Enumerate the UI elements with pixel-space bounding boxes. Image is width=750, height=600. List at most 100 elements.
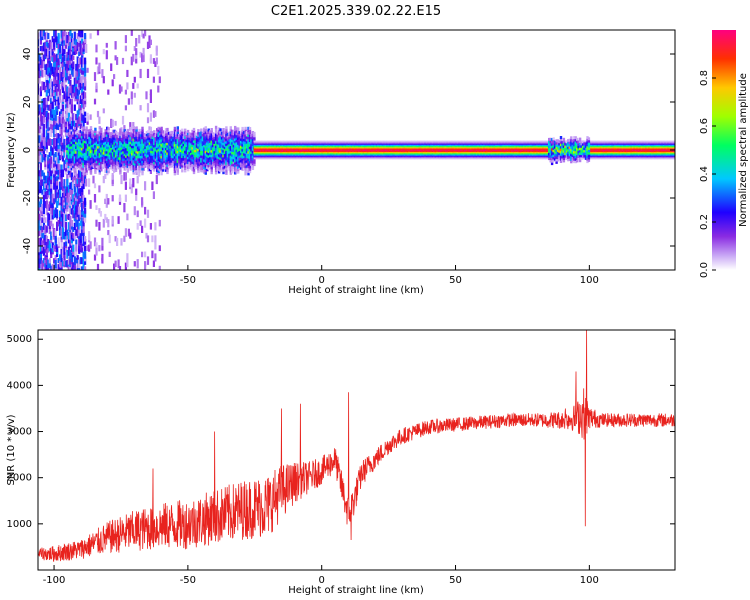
heatmap-cell bbox=[54, 113, 57, 121]
heatmap-cell bbox=[308, 152, 311, 155]
heatmap-cell bbox=[76, 88, 79, 96]
heatmap-cell bbox=[302, 149, 305, 151]
heatmap-cell bbox=[63, 69, 66, 78]
heatmap-cell bbox=[151, 150, 154, 154]
heatmap-cell bbox=[253, 139, 256, 143]
heatmap-cell bbox=[296, 140, 299, 143]
heatmap-cell bbox=[235, 165, 238, 169]
heatmap-cell bbox=[179, 132, 182, 136]
heatmap-cell bbox=[86, 245, 89, 251]
heatmap-cell bbox=[72, 84, 75, 94]
heatmap-cell bbox=[86, 138, 90, 142]
heatmap-cell bbox=[225, 128, 228, 132]
heatmap-cell bbox=[154, 111, 157, 117]
heatmap-cell bbox=[85, 140, 88, 144]
heatmap-cell bbox=[197, 155, 200, 159]
heatmap-cell bbox=[362, 147, 365, 150]
heatmap-cell bbox=[50, 128, 53, 137]
heatmap-cell bbox=[366, 145, 370, 148]
heatmap-cell bbox=[356, 146, 359, 149]
heatmap-cell bbox=[225, 164, 228, 168]
heatmap-cell bbox=[290, 157, 293, 160]
heatmap-cell bbox=[225, 162, 228, 166]
heatmap-cell bbox=[198, 163, 202, 167]
heatmap-cell bbox=[176, 126, 179, 130]
heatmap-cell bbox=[82, 160, 85, 164]
heatmap-cell bbox=[113, 132, 116, 136]
heatmap-cell bbox=[131, 157, 134, 161]
heatmap-cell bbox=[111, 148, 115, 152]
heatmap-cell bbox=[169, 162, 172, 166]
heatmap-cell bbox=[381, 143, 385, 145]
heatmap-cell bbox=[213, 157, 216, 161]
heatmap-cell bbox=[251, 135, 255, 139]
heatmap-cell bbox=[156, 164, 159, 168]
heatmap-cell bbox=[220, 143, 224, 147]
heatmap-cell bbox=[315, 155, 318, 157]
heatmap-cell bbox=[85, 162, 88, 166]
heatmap-cell bbox=[64, 212, 68, 222]
heatmap-cell bbox=[81, 135, 84, 139]
heatmap-cell bbox=[244, 129, 247, 133]
heatmap-cell bbox=[290, 146, 293, 149]
heatmap-cell bbox=[262, 153, 265, 156]
heatmap-cell bbox=[86, 67, 89, 73]
heatmap-cell bbox=[286, 144, 289, 147]
heatmap-cell bbox=[126, 138, 129, 142]
heatmap-cell bbox=[214, 159, 218, 163]
heatmap-cell bbox=[173, 138, 177, 142]
heatmap-cell bbox=[265, 140, 268, 143]
heatmap-cell bbox=[259, 143, 262, 145]
heatmap-cell bbox=[114, 149, 118, 153]
heatmap-cell bbox=[99, 211, 102, 217]
heatmap-cell bbox=[150, 159, 153, 163]
heatmap-cell bbox=[244, 143, 247, 147]
heatmap-cell bbox=[353, 153, 357, 156]
heatmap-cell bbox=[213, 165, 216, 168]
heatmap-cell bbox=[274, 141, 277, 144]
heatmap-cell bbox=[212, 137, 215, 141]
heatmap-cell bbox=[164, 130, 168, 134]
heatmap-cell bbox=[176, 169, 179, 173]
heatmap-cell bbox=[70, 33, 73, 39]
heatmap-cell bbox=[83, 157, 87, 160]
heatmap-cell bbox=[60, 123, 63, 130]
heatmap-cell bbox=[343, 151, 346, 154]
heatmap-cell bbox=[45, 111, 48, 118]
heatmap-cell bbox=[223, 163, 227, 166]
heatmap-cell bbox=[350, 143, 354, 145]
heatmap-cell bbox=[47, 104, 50, 111]
heatmap-cell bbox=[229, 155, 232, 158]
heatmap-cell bbox=[350, 146, 354, 149]
heatmap-cell bbox=[263, 149, 267, 151]
heatmap-cell bbox=[272, 147, 276, 150]
heatmap-cell bbox=[107, 148, 110, 152]
heatmap-cell bbox=[185, 153, 188, 157]
heatmap-cell bbox=[124, 262, 127, 270]
heatmap-cell bbox=[66, 175, 69, 184]
heatmap-cell bbox=[293, 141, 296, 144]
heatmap-cell bbox=[209, 161, 212, 165]
heatmap-cell bbox=[220, 136, 224, 140]
heatmap-cell bbox=[82, 152, 85, 156]
heatmap-cell bbox=[129, 146, 132, 150]
heatmap-cell bbox=[172, 141, 175, 144]
heatmap-cell bbox=[163, 138, 166, 142]
heatmap-cell bbox=[333, 147, 336, 150]
heatmap-cell bbox=[334, 141, 337, 144]
heatmap-cell bbox=[327, 156, 330, 159]
heatmap-cell bbox=[299, 156, 302, 159]
heatmap-cell bbox=[84, 250, 87, 259]
heatmap-cell bbox=[88, 133, 91, 137]
heatmap-cell bbox=[214, 135, 218, 139]
heatmap-cell bbox=[212, 141, 215, 145]
heatmap-cell bbox=[126, 148, 129, 152]
heatmap-cell bbox=[73, 198, 76, 205]
heatmap-cell bbox=[88, 165, 91, 169]
heatmap-cell bbox=[194, 161, 197, 165]
heatmap-cell bbox=[76, 158, 79, 162]
heatmap-cell bbox=[170, 133, 174, 137]
heatmap-cell bbox=[95, 165, 99, 168]
heatmap-cell bbox=[79, 76, 82, 83]
heatmap-cell bbox=[294, 141, 298, 144]
